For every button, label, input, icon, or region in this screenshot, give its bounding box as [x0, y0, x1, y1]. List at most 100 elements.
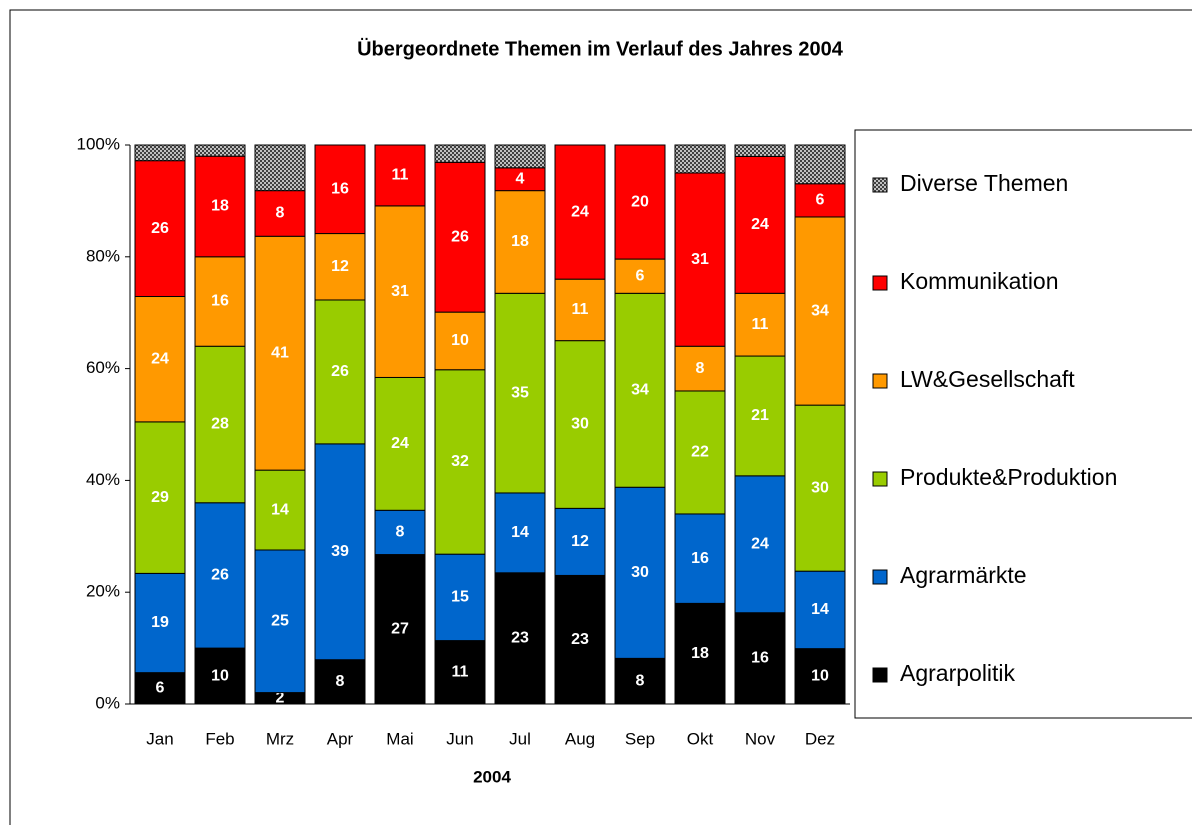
data-label: 30 — [571, 416, 589, 433]
x-tick-label: Sep — [625, 729, 655, 748]
legend-label: Agrarmärkte — [900, 562, 1027, 588]
y-tick-label: 60% — [86, 358, 120, 377]
bar-segment — [194, 256, 246, 347]
bar-segment — [674, 513, 726, 604]
bar-segment — [554, 507, 606, 576]
bar-segment — [434, 144, 486, 163]
y-tick-label: 40% — [86, 470, 120, 489]
data-label: 16 — [751, 650, 769, 667]
bar-segment — [434, 369, 486, 555]
data-label: 6 — [156, 680, 165, 697]
data-label: 11 — [452, 664, 469, 681]
bar-segment — [674, 390, 726, 515]
data-label: 18 — [691, 645, 709, 662]
data-label: 34 — [631, 381, 649, 398]
data-label: 8 — [276, 205, 285, 222]
data-label: 4 — [516, 170, 525, 187]
legend-label: Kommunikation — [900, 268, 1059, 294]
bar-segment — [134, 144, 186, 162]
bar-segment — [614, 258, 666, 294]
bar-segment — [734, 144, 786, 157]
x-tick-label: Dez — [805, 729, 835, 748]
legend-swatch — [872, 471, 888, 487]
legend-box — [854, 129, 1192, 719]
legend-swatch — [872, 667, 888, 683]
bar-segment — [494, 144, 546, 169]
data-label: 23 — [571, 631, 589, 648]
bar-segment — [314, 299, 366, 445]
y-tick-label: 80% — [86, 246, 120, 265]
bar-segment — [314, 144, 366, 235]
bar-segment — [314, 233, 366, 301]
bar-segment — [614, 144, 666, 260]
data-label: 14 — [811, 601, 829, 618]
bar-segment — [494, 292, 546, 494]
legend-label: Agrarpolitik — [900, 660, 1016, 686]
data-label: 12 — [571, 533, 589, 550]
data-label: 8 — [696, 360, 705, 377]
data-label: 31 — [691, 251, 709, 268]
bar-segment — [194, 647, 246, 705]
data-label: 31 — [391, 283, 409, 300]
legend-label: Produkte&Produktion — [900, 464, 1117, 490]
data-label: 15 — [451, 589, 469, 606]
bar-segment — [614, 292, 666, 488]
data-label: 10 — [211, 667, 229, 684]
bar-segment — [374, 144, 426, 207]
bar-segment — [134, 421, 186, 574]
bar-segment — [494, 190, 546, 294]
bar-segment — [614, 486, 666, 659]
bar-segment — [554, 340, 606, 509]
bar-segment — [674, 602, 726, 705]
data-label: 29 — [151, 489, 169, 506]
data-label: 16 — [331, 180, 349, 197]
x-tick-label: Aug — [565, 729, 595, 748]
data-label: 35 — [511, 384, 529, 401]
chart-border — [9, 9, 1192, 825]
bar-segment — [374, 376, 426, 511]
legend-swatch — [872, 275, 888, 291]
bar-segment — [254, 144, 306, 192]
data-label: 24 — [151, 350, 169, 367]
bar-segment — [794, 183, 846, 218]
bar-segment — [194, 155, 246, 258]
bar-segment — [374, 205, 426, 378]
legend-swatch — [872, 177, 888, 193]
data-label: 11 — [752, 316, 769, 333]
x-tick-label: Mai — [386, 729, 413, 748]
bar-segment — [434, 311, 486, 371]
bar-segment — [254, 190, 306, 237]
bar-segment — [734, 292, 786, 357]
bar-segment — [794, 570, 846, 650]
legend-label: LW&Gesellschaft — [900, 366, 1075, 392]
data-label: 6 — [636, 267, 645, 284]
data-label: 8 — [396, 524, 405, 541]
bar-segment — [314, 659, 366, 705]
data-label: 14 — [271, 501, 289, 518]
data-label: 10 — [811, 668, 829, 685]
bar-segment — [734, 155, 786, 294]
data-label: 30 — [811, 479, 829, 496]
bar-segment — [434, 553, 486, 642]
bar-segment — [134, 572, 186, 674]
x-tick-label: Jun — [446, 729, 473, 748]
x-tick-label: Feb — [205, 729, 234, 748]
chart-title: Übergeordnete Themen im Verlauf des Jahr… — [357, 37, 844, 60]
bar-segment — [794, 216, 846, 406]
data-label: 20 — [631, 193, 649, 210]
bar-segment — [134, 672, 186, 705]
data-label: 18 — [511, 233, 529, 250]
bar-segment — [134, 296, 186, 423]
x-tick-label: Okt — [687, 729, 714, 748]
legend-swatch — [872, 373, 888, 389]
data-label: 27 — [391, 621, 409, 638]
bar-segment — [314, 443, 366, 661]
data-label: 26 — [331, 363, 349, 380]
bar-segment — [134, 160, 186, 298]
bar-segment — [794, 648, 846, 705]
data-label: 23 — [511, 630, 529, 647]
bar-segment — [374, 509, 426, 556]
y-tick-label: 100% — [77, 134, 120, 153]
data-label: 8 — [636, 672, 645, 689]
